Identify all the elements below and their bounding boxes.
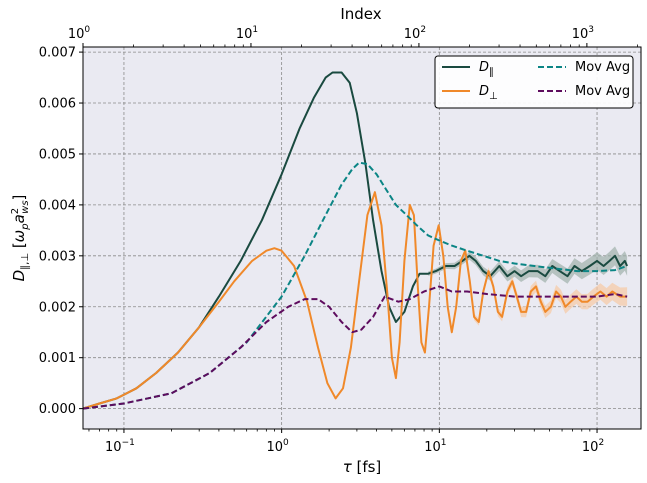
legend-label-2: Mov Avg bbox=[575, 60, 630, 75]
y-tick-label: 0.003 bbox=[39, 249, 76, 264]
y-tick-label: 0.002 bbox=[39, 300, 76, 315]
top-tick-label: 100 bbox=[68, 25, 91, 42]
top-tick-label: 101 bbox=[236, 25, 258, 42]
plot-area bbox=[83, 47, 641, 429]
series-line-3 bbox=[83, 285, 628, 410]
y-tick-label: 0.007 bbox=[39, 46, 76, 61]
y-tick-label: 0.001 bbox=[39, 351, 76, 366]
y-axis-label: D∥,⊥ [ωpa2ws] bbox=[10, 195, 31, 282]
x-tick-label: 100 bbox=[267, 438, 290, 455]
series-lines bbox=[83, 71, 629, 410]
series-line-0 bbox=[83, 71, 629, 410]
legend: D∥ D⊥ Mov Avg Mov Avg bbox=[434, 55, 634, 109]
axis-ticks: 0.000 0.001 0.002 0.003 0.004 0.005 0.006 0.007… bbox=[39, 25, 638, 455]
uncertainty-bands bbox=[428, 246, 628, 335]
y-tick-label: 0.005 bbox=[39, 147, 76, 162]
top-tick-label: 103 bbox=[572, 25, 594, 42]
series-band-0 bbox=[428, 246, 628, 284]
series-band-1 bbox=[443, 247, 628, 335]
legend-box bbox=[434, 55, 634, 109]
legend-label-0: D∥ bbox=[479, 60, 494, 78]
grid bbox=[83, 47, 641, 429]
legend-label-1: D⊥ bbox=[479, 84, 498, 102]
legend-label-3: Mov Avg bbox=[575, 84, 630, 99]
top-tick-label: 102 bbox=[404, 25, 426, 42]
series-line-2 bbox=[83, 161, 628, 410]
x-tick-label: 10−1 bbox=[105, 438, 135, 455]
y-tick-label: 0.004 bbox=[39, 198, 76, 213]
top-axis-label: Index bbox=[340, 5, 381, 23]
x-axis-label: τ [fs] bbox=[343, 458, 382, 476]
x-tick-label: 101 bbox=[424, 438, 446, 455]
series-line-1 bbox=[83, 191, 628, 410]
x-tick-label: 102 bbox=[582, 438, 604, 455]
y-tick-label: 0.006 bbox=[39, 97, 76, 112]
y-tick-label: 0.000 bbox=[39, 402, 76, 417]
plot-frame bbox=[82, 46, 642, 430]
